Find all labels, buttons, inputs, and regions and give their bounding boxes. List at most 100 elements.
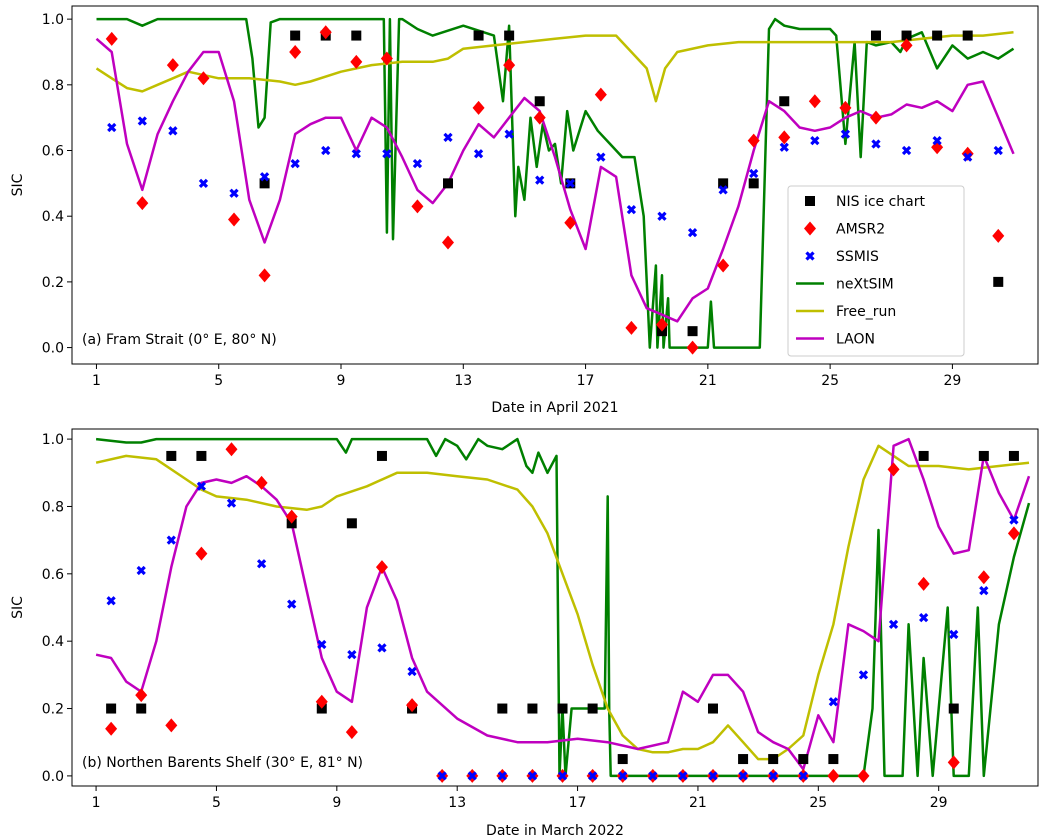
p2-ssmis-point bbox=[768, 771, 778, 781]
p2-xtick-label: 13 bbox=[448, 795, 466, 811]
p1-amsr2-point bbox=[380, 51, 393, 66]
p1-x-axis-label: Date in April 2021 bbox=[491, 400, 618, 416]
p1-nis-ice-chart-point bbox=[993, 276, 1004, 287]
p1-amsr2-point bbox=[289, 44, 302, 59]
p1-legend: NIS ice chart AMSR2 SSMIS neXtSIM Free_run LA… bbox=[787, 185, 965, 357]
p1-ssmis-point bbox=[993, 145, 1003, 156]
p2-plot-area bbox=[95, 437, 1031, 783]
p1-ssmis-point bbox=[137, 116, 147, 126]
p2-nis-ice-chart-point bbox=[617, 754, 628, 765]
p1-ssmis-point bbox=[840, 129, 851, 139]
p2-nis-ice-chart-point bbox=[768, 754, 779, 765]
p1-nis-ice-chart-point bbox=[718, 178, 729, 189]
p1-amsr2-point bbox=[686, 340, 699, 355]
p2-series-line-nextsim bbox=[95, 437, 1031, 778]
p2-ytick-label: 0.6 bbox=[42, 567, 64, 583]
p1-xtick-label: 5 bbox=[214, 373, 223, 389]
p1-legend-box bbox=[787, 185, 965, 357]
p2-ssmis-point bbox=[106, 596, 116, 606]
p1-ssmis-point bbox=[565, 178, 575, 188]
p1-ssmis-point bbox=[626, 205, 637, 215]
p2-amsr2-point bbox=[345, 725, 358, 740]
p2-ssmis-point bbox=[226, 498, 237, 508]
p1-xtick-label: 17 bbox=[577, 373, 595, 389]
p1-legend-label: neXtSIM bbox=[836, 277, 894, 293]
p1-xtick-label: 1 bbox=[92, 373, 101, 389]
p1-ssmis-point bbox=[198, 178, 209, 188]
p2-ssmis-point bbox=[166, 535, 176, 545]
p1-panel-label: (a) Fram Strait (0° E, 80° N) bbox=[82, 332, 277, 348]
p1-ssmis-point bbox=[229, 188, 239, 198]
p1-amsr2-point bbox=[166, 58, 179, 73]
p1-ytick-label: 1.0 bbox=[42, 12, 64, 28]
p2-nis-ice-chart-point bbox=[918, 450, 929, 461]
p1-ssmis-point bbox=[351, 149, 361, 159]
p1-nis-ice-chart-point bbox=[779, 96, 790, 107]
p2-amsr2-point bbox=[255, 475, 268, 490]
p1-series-line-laon bbox=[95, 37, 1015, 323]
p1-amsr2-point bbox=[258, 268, 271, 283]
p2-series-line-free-run bbox=[95, 444, 1030, 761]
p1-nis-ice-chart-point bbox=[932, 30, 943, 41]
p2-nis-ice-chart-point bbox=[978, 450, 989, 461]
p1-ssmis-point bbox=[657, 211, 667, 221]
p1-ytick-label: 0.0 bbox=[42, 341, 64, 357]
p1-ssmis-point bbox=[443, 132, 453, 143]
p2-nis-ice-chart-point bbox=[196, 450, 207, 461]
p1-xtick-label: 21 bbox=[699, 373, 717, 389]
p1-ytick-label: 0.6 bbox=[42, 144, 64, 160]
p2-xtick-label: 17 bbox=[569, 795, 587, 811]
p1-amsr2-point bbox=[136, 196, 149, 211]
p2-nis-ice-chart-point bbox=[376, 450, 387, 461]
p2-ssmis-point bbox=[648, 771, 658, 781]
p2-amsr2-point bbox=[977, 570, 990, 585]
p2-nis-ice-chart-point bbox=[497, 703, 508, 714]
p2-ssmis-point bbox=[828, 697, 838, 707]
p2-ssmis-point bbox=[377, 643, 387, 653]
p2-ssmis-point bbox=[618, 771, 628, 781]
p1-ssmis-point bbox=[871, 139, 881, 149]
p2-nis-ice-chart-point bbox=[346, 518, 357, 529]
p1-ssmis-point bbox=[107, 122, 117, 133]
p1-y-axis-label: SIC bbox=[10, 173, 26, 196]
p2-amsr2-point bbox=[947, 755, 960, 770]
p2-amsr2-point bbox=[917, 576, 930, 591]
p2-ssmis-point bbox=[738, 771, 748, 781]
p2-amsr2-point bbox=[406, 698, 419, 713]
p1-legend-handle bbox=[805, 196, 815, 206]
p2-nis-ice-chart-point bbox=[738, 754, 749, 765]
p1-xtick-label: 9 bbox=[337, 373, 346, 389]
p2-amsr2-point bbox=[165, 718, 178, 733]
p1-amsr2-point bbox=[839, 100, 852, 115]
p2-axes-frame bbox=[71, 428, 1039, 787]
p1-legend-label: LAON bbox=[836, 332, 875, 348]
p2-ytick-label: 0.2 bbox=[42, 702, 64, 718]
p1-nis-ice-chart-point bbox=[534, 96, 545, 107]
p1-ssmis-point bbox=[687, 227, 698, 238]
p1-ytick-label: 0.4 bbox=[42, 209, 64, 225]
p2-amsr2-point bbox=[135, 688, 148, 703]
p2-ssmis-point bbox=[1009, 515, 1019, 525]
p1-nis-ice-chart-point bbox=[748, 178, 759, 189]
p1-amsr2-point bbox=[533, 110, 546, 125]
p1-xtick-label: 13 bbox=[454, 373, 472, 389]
p1-xtick-label: 29 bbox=[943, 373, 961, 389]
p2-ssmis-point bbox=[708, 771, 718, 781]
p1-amsr2-point bbox=[503, 58, 516, 73]
p1-amsr2-point bbox=[625, 320, 638, 335]
p1-nis-ice-chart-point bbox=[504, 30, 515, 41]
p2-ssmis-point bbox=[196, 481, 207, 491]
p2-y-axis-label: SIC bbox=[10, 596, 26, 619]
p2-amsr2-point bbox=[285, 509, 298, 524]
p2-ssmis-point bbox=[437, 771, 447, 781]
p1-ssmis-point bbox=[779, 142, 789, 152]
p1-plot-area bbox=[95, 17, 1015, 355]
p1-amsr2-point bbox=[717, 258, 730, 273]
p2-ssmis-point bbox=[136, 565, 146, 576]
p2-ssmis-point bbox=[527, 771, 538, 781]
p2-nis-ice-chart-point bbox=[1008, 450, 1019, 461]
p2-ytick-label: 0.0 bbox=[42, 769, 64, 785]
p2-nis-ice-chart-point bbox=[798, 754, 809, 765]
p1-amsr2-point bbox=[594, 87, 607, 102]
p2-xtick-label: 1 bbox=[92, 795, 101, 811]
